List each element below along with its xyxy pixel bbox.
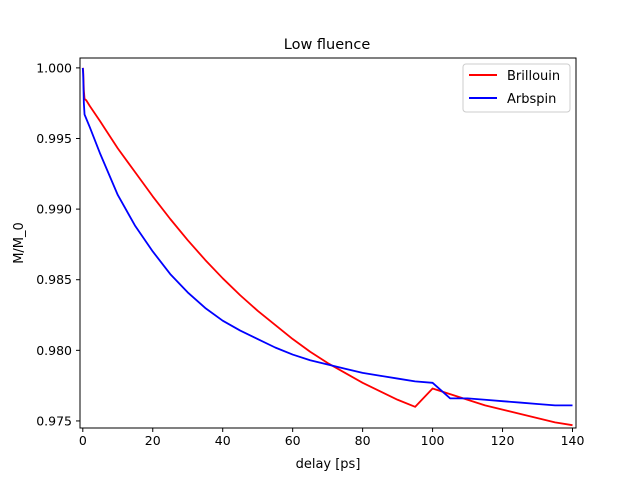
x-tick-label: 0 — [79, 433, 87, 448]
y-axis-label: M/M_0 — [12, 222, 27, 264]
y-tick-label: 0.990 — [36, 202, 72, 217]
series-line-arbspin — [81, 67, 573, 407]
x-tick-label: 60 — [285, 433, 301, 448]
y-tick-label: 0.995 — [36, 131, 72, 146]
x-tick-label: 140 — [561, 433, 585, 448]
x-tick-label: 40 — [215, 433, 231, 448]
x-tick-label: 20 — [145, 433, 161, 448]
chart-title: Low fluence — [284, 37, 371, 53]
y-tick-label: 1.000 — [36, 60, 72, 75]
x-tick-label: 100 — [421, 433, 445, 448]
y-tick-label: 0.975 — [36, 413, 72, 428]
legend: Brillouin Arbspin — [462, 63, 571, 113]
x-tick-label: 120 — [491, 433, 515, 448]
axes-frame — [79, 57, 577, 429]
plot-area — [81, 67, 573, 427]
legend-label-arbspin: Arbspin — [507, 92, 556, 107]
x-axis-label: delay [ps] — [296, 457, 361, 472]
series-line-brillouin — [81, 67, 573, 427]
y-tick-label: 0.985 — [36, 272, 72, 287]
legend-label-brillouin: Brillouin — [507, 69, 560, 84]
axis-ticks: 0 20 40 60 80 100 120 140 0.975 0.980 0.985 0.990 0.… — [36, 60, 584, 448]
y-tick-label: 0.980 — [36, 343, 72, 358]
x-tick-label: 80 — [355, 433, 371, 448]
